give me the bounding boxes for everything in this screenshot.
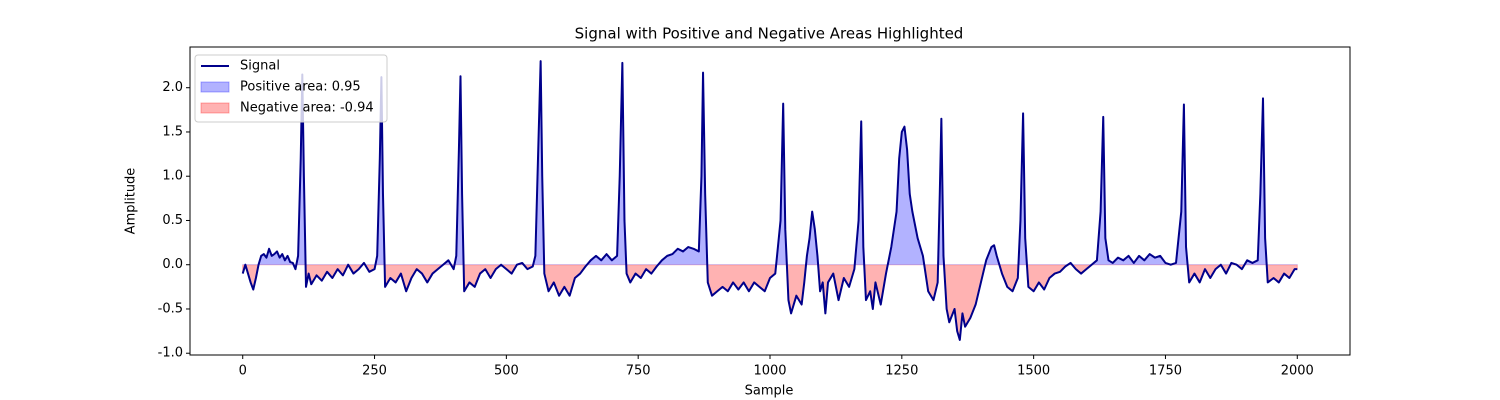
legend-label: Signal xyxy=(240,59,280,74)
x-tick-label: 250 xyxy=(362,364,387,379)
legend-swatch xyxy=(200,81,230,93)
y-tick-label: 1.0 xyxy=(162,169,183,184)
legend-box xyxy=(194,54,388,123)
x-tick-label: 750 xyxy=(626,364,651,379)
chart-title: Signal with Positive and Negative Areas … xyxy=(575,25,964,43)
x-axis-label: Sample xyxy=(745,384,794,399)
plot-frame xyxy=(189,46,1351,356)
x-tick-label: 1000 xyxy=(753,364,786,379)
y-axis-label: Amplitude xyxy=(124,168,139,235)
x-tick-label: 1750 xyxy=(1149,364,1182,379)
signal-line xyxy=(241,60,1298,341)
legend-swatch xyxy=(200,102,230,114)
y-tick-label: 2.0 xyxy=(162,80,183,95)
x-tick-label: 0 xyxy=(239,364,247,379)
x-tick-label: 2000 xyxy=(1281,364,1314,379)
y-tick-label: -1.0 xyxy=(158,346,183,361)
legend-label: Positive area: 0.95 xyxy=(240,80,361,95)
y-tick-label: 0.5 xyxy=(162,213,183,228)
y-tick-label: -0.5 xyxy=(158,301,183,316)
y-tick-label: 1.5 xyxy=(162,124,183,139)
x-tick-label: 500 xyxy=(494,364,519,379)
x-tick-label: 1500 xyxy=(1017,364,1050,379)
legend-label: Negative area: -0.94 xyxy=(240,101,374,116)
x-tick-label: 1250 xyxy=(885,364,918,379)
y-tick-label: 0.0 xyxy=(162,257,183,272)
